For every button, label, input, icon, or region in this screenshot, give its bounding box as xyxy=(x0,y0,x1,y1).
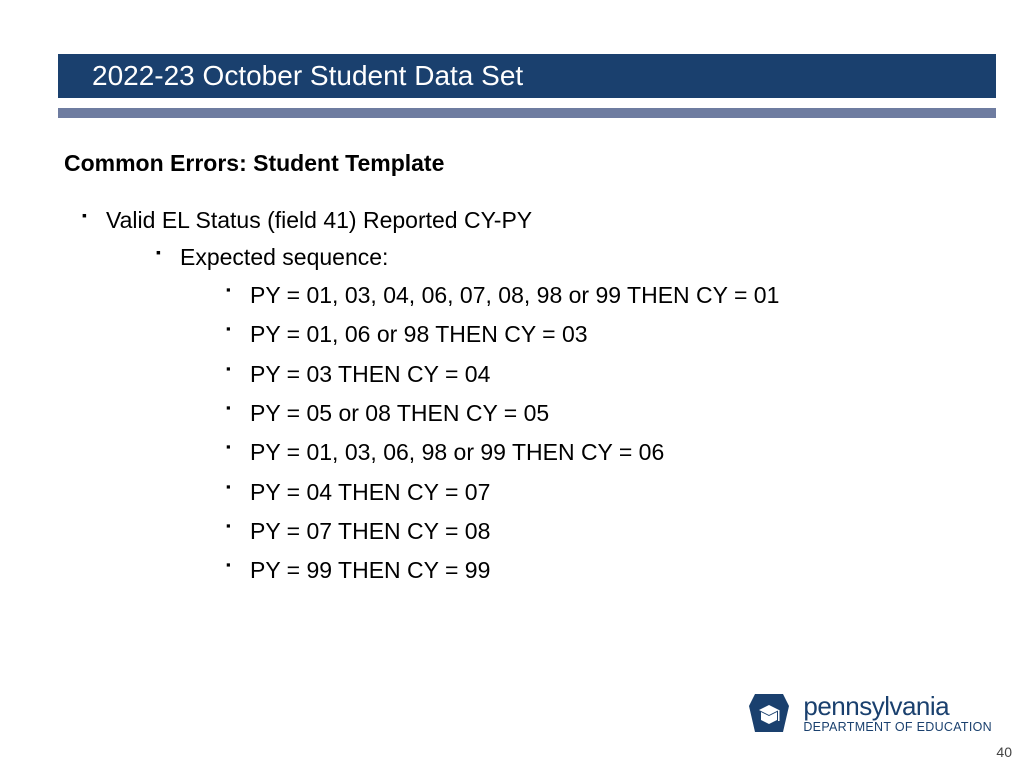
title-bar: 2022-23 October Student Data Set xyxy=(58,54,996,98)
page-number: 40 xyxy=(996,744,1012,760)
list-item: PY = 05 or 08 THEN CY = 05 xyxy=(226,397,984,430)
list-item: Valid EL Status (field 41) Reported CY-P… xyxy=(82,207,984,588)
list-item: PY = 01, 03, 04, 06, 07, 08, 98 or 99 TH… xyxy=(226,279,984,312)
logo-text: pennsylvania DEPARTMENT OF EDUCATION xyxy=(803,693,992,734)
bullet-list-level1: Valid EL Status (field 41) Reported CY-P… xyxy=(64,207,984,588)
list-item-text: PY = 99 THEN CY = 99 xyxy=(250,557,490,583)
list-item: PY = 01, 06 or 98 THEN CY = 03 xyxy=(226,318,984,351)
list-item-text: PY = 01, 03, 04, 06, 07, 08, 98 or 99 TH… xyxy=(250,282,779,308)
list-item-text: PY = 05 or 08 THEN CY = 05 xyxy=(250,400,549,426)
logo-state-name: pennsylvania xyxy=(803,693,992,719)
list-item: PY = 04 THEN CY = 07 xyxy=(226,476,984,509)
list-item-text: PY = 03 THEN CY = 04 xyxy=(250,361,490,387)
list-item: PY = 07 THEN CY = 08 xyxy=(226,515,984,548)
list-item-text: PY = 01, 03, 06, 98 or 99 THEN CY = 06 xyxy=(250,439,664,465)
bullet-list-level3: PY = 01, 03, 04, 06, 07, 08, 98 or 99 TH… xyxy=(180,279,984,588)
slide-title: 2022-23 October Student Data Set xyxy=(92,60,523,92)
list-item-text: Expected sequence: xyxy=(180,244,388,270)
list-item: PY = 99 THEN CY = 99 xyxy=(226,554,984,587)
list-item-text: PY = 01, 06 or 98 THEN CY = 03 xyxy=(250,321,588,347)
keystone-icon xyxy=(745,692,793,734)
slide-content: Common Errors: Student Template Valid EL… xyxy=(64,150,984,596)
list-item: Expected sequence: PY = 01, 03, 04, 06, … xyxy=(156,244,984,588)
logo-department: DEPARTMENT OF EDUCATION xyxy=(803,721,992,734)
list-item: PY = 01, 03, 06, 98 or 99 THEN CY = 06 xyxy=(226,436,984,469)
list-item-text: Valid EL Status (field 41) Reported CY-P… xyxy=(106,207,532,233)
title-underline xyxy=(58,108,996,118)
title-bar-pointer xyxy=(38,62,58,90)
list-item: PY = 03 THEN CY = 04 xyxy=(226,358,984,391)
list-item-text: PY = 04 THEN CY = 07 xyxy=(250,479,490,505)
list-item-text: PY = 07 THEN CY = 08 xyxy=(250,518,490,544)
bullet-list-level2: Expected sequence: PY = 01, 03, 04, 06, … xyxy=(106,244,984,588)
footer-logo: pennsylvania DEPARTMENT OF EDUCATION xyxy=(745,692,992,734)
content-subtitle: Common Errors: Student Template xyxy=(64,150,984,177)
